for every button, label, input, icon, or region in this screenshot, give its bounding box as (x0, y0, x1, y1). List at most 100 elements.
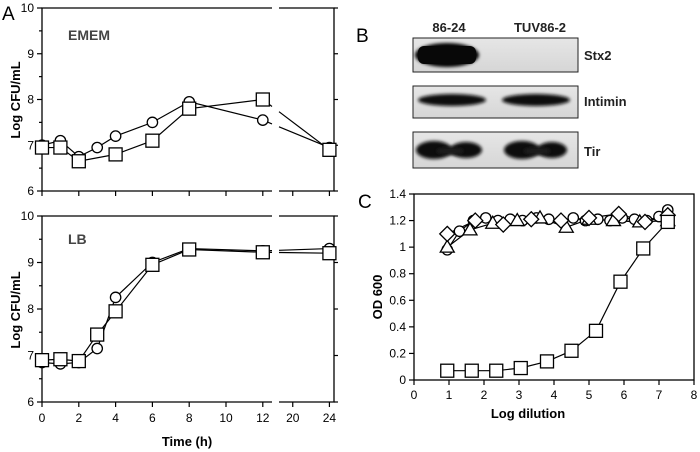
blot-lane-label-tuv86-2: TUV86-2 (514, 20, 566, 35)
panel-c-lines (446, 209, 669, 372)
y-tick-label: 0.6 (389, 293, 406, 307)
blot-row-tir: Tir (412, 131, 600, 169)
y-tick-label: 7 (27, 138, 34, 152)
data-point-square (90, 327, 105, 342)
y-tick-label: 8 (27, 302, 34, 316)
blot-band (502, 94, 570, 106)
panel-a-top-subtitle: EMEM (68, 27, 110, 43)
y-tick-label: 1.4 (389, 187, 406, 201)
data-point-square (34, 352, 50, 368)
panel-letter-c: C (358, 192, 372, 213)
series-line-TUV86-2 (41, 248, 330, 362)
x-tick-label: 6 (621, 388, 628, 402)
y-tick-label: 10 (21, 1, 35, 15)
data-point-circle (91, 342, 104, 355)
data-point-circle (146, 116, 159, 129)
data-point-diamond (522, 210, 540, 228)
x-tick-label: 1 (446, 388, 453, 402)
x-tick-label: 20 (286, 411, 300, 425)
data-point-square (71, 353, 86, 369)
blot-band (523, 147, 551, 155)
panel-a-top-ylabel: Log CFU/mL (8, 61, 23, 138)
panel-c-xlabel: Log dilution (491, 406, 565, 421)
x-tick-label: 0 (39, 411, 46, 425)
data-point-triangle (509, 212, 526, 227)
data-point-diamond (580, 209, 598, 227)
blot-row-intimin: Intimin (412, 85, 627, 119)
data-point-square (53, 352, 68, 367)
panel-a-bottom-lines (41, 247, 330, 365)
x-tick-label: 6 (149, 411, 156, 425)
data-point-square (539, 354, 555, 369)
panel-c-ylabel: OD 600 (370, 275, 385, 320)
data-point-square (34, 140, 50, 155)
blot-band (436, 147, 464, 155)
blot-band (418, 94, 486, 106)
x-tick-label: 4 (551, 388, 558, 402)
data-point-square (464, 363, 479, 378)
panel-letter-a: A (2, 4, 15, 25)
blot-row-label: Stx2 (584, 48, 611, 63)
data-point-square (145, 133, 160, 148)
x-tick-label: 8 (691, 388, 698, 402)
x-tick-label: 10 (219, 411, 233, 425)
y-tick-label: 10 (21, 209, 35, 223)
panel-a-bottom-subtitle: LB (68, 231, 87, 247)
y-tick-label: 9 (27, 256, 34, 270)
y-tick-label: 0.8 (389, 267, 406, 281)
x-tick-label: 5 (586, 388, 593, 402)
data-point-square (108, 147, 123, 162)
data-point-square (71, 154, 86, 169)
data-point-diamond (636, 213, 654, 231)
data-point-circle (256, 114, 269, 126)
data-point-square (489, 363, 504, 378)
x-tick-label: 7 (656, 388, 663, 402)
x-tick-label: 24 (323, 411, 337, 425)
data-point-circle (109, 130, 122, 142)
data-point-square (145, 257, 160, 272)
data-point-diamond (610, 205, 628, 223)
data-point-square (53, 140, 68, 155)
data-point-square (588, 323, 604, 338)
x-tick-label: 4 (112, 411, 119, 425)
data-point-square (613, 274, 628, 289)
panel-c-chart: 0 1 2 3 4 5 6 7 8 0 0.2 0.4 0.6 0.8 1 1.2 1.4 OD 600 Log… (370, 187, 698, 421)
panel-a-top-axes: 6 7 8 9 10 (21, 1, 338, 198)
y-tick-label: 0 (399, 373, 406, 387)
data-point-square (255, 92, 270, 107)
y-tick-label: 9 (27, 47, 34, 61)
panel-letter-b: B (356, 26, 369, 47)
y-tick-label: 0.4 (389, 320, 406, 334)
panel-a-bottom-marks (34, 242, 337, 370)
panel-a-top-marks (34, 92, 337, 169)
axis-frame-right (279, 215, 335, 403)
y-tick-label: 0.2 (389, 346, 406, 360)
x-tick-label: 3 (516, 388, 523, 402)
data-point-circle (109, 291, 122, 304)
data-point-square (513, 360, 528, 376)
data-point-square (660, 214, 675, 230)
series-line-square (447, 221, 669, 372)
blot-band (416, 141, 452, 159)
panel-a-xlabel: Time (h) (162, 434, 212, 449)
blot-band (418, 46, 476, 64)
x-tick-label: 2 (481, 388, 488, 402)
data-point-square (440, 363, 455, 378)
data-point-triangle (461, 221, 479, 236)
axis-frame-right (279, 7, 335, 192)
data-point-circle (567, 212, 580, 224)
data-point-diamond (438, 225, 456, 243)
data-point-square (322, 142, 337, 157)
blot-row-label: Intimin (584, 94, 627, 109)
y-tick-label: 1 (399, 240, 406, 254)
panel-a-top-chart: 6 7 8 9 10 EMEM Log CFU/mL (8, 1, 338, 198)
data-point-square (322, 246, 337, 261)
data-point-diamond (552, 212, 570, 229)
y-tick-label: 7 (27, 349, 34, 363)
y-tick-label: 6 (27, 184, 34, 198)
blot-row-label: Tir (584, 144, 600, 159)
data-point-square (255, 245, 270, 260)
